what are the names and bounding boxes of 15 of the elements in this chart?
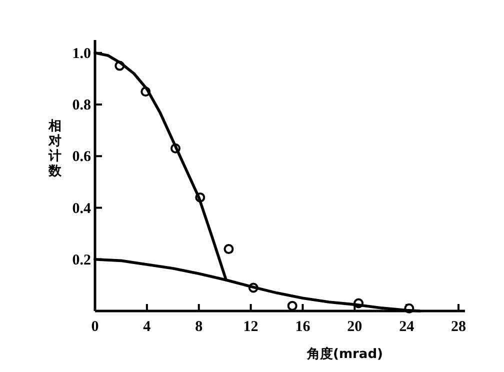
x-tick-label: 16: [295, 319, 311, 335]
y-tick-label: 0.2: [72, 252, 91, 268]
x-tick-label: 0: [91, 319, 99, 335]
x-axis-title: 角度(mrad): [306, 346, 383, 362]
x-tick-label: 4: [143, 319, 152, 335]
x-tick-label: 24: [399, 319, 415, 335]
x-tick-label: 12: [243, 319, 258, 335]
y-tick-label: 1.0: [72, 46, 91, 62]
y-axis-title: 相对计数: [48, 119, 62, 179]
x-tick-label: 20: [347, 319, 362, 335]
y-tick-label: 0.4: [72, 200, 92, 217]
x-tick-label: 28: [451, 319, 466, 335]
y-tick-label: 0.6: [72, 149, 92, 166]
x-tick-label: 8: [195, 319, 203, 335]
y-tick-label: 0.8: [72, 98, 91, 114]
